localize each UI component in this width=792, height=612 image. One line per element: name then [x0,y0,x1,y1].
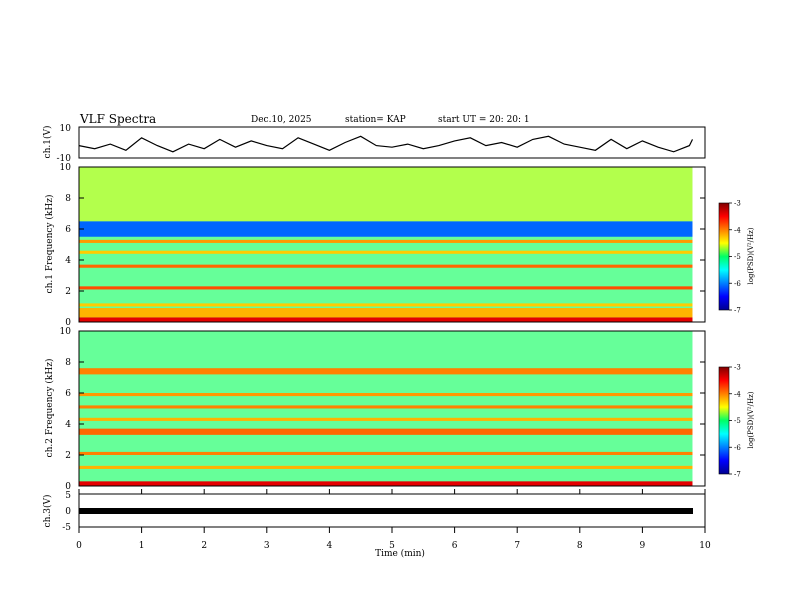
station-label: station= KAP [345,115,406,125]
ch1-spectrogram-band [79,303,693,307]
ch1-spectrogram-ytick-label: 2 [65,287,71,297]
ch2-spectrogram-band [79,405,693,409]
ch2-spectrogram-ylabel: ch.2 Frequency (kHz) [44,359,55,458]
x-tick-label: 6 [452,541,458,551]
ch1-spectrogram-band [79,239,693,243]
x-tick-label: 2 [201,541,207,551]
ch1-spectrogram-ytick-label: 4 [65,256,71,266]
ch1-spectrogram-band [79,317,693,322]
x-tick-label: 1 [139,541,145,551]
ch1-spectrogram-band [79,221,693,237]
x-tick-label: 9 [640,541,646,551]
ch2-spectrogram-band [79,451,693,455]
ch1-voltage-ylabel: ch.1(V) [42,126,53,159]
x-tick-label: 3 [264,541,270,551]
ch2-spectrogram-ytick-label: 8 [65,358,71,368]
start-time-label: start UT = 20: 20: 1 [438,115,530,125]
ch2-spectrogram-ytick-label: 4 [65,420,71,430]
ch2-colorbar: -3 -4 -5 -6 -7 log(PSD)(V²/Hz) [718,364,755,479]
ch1-spectrogram-ytick-label: 6 [65,225,71,235]
ch1-ytick-top: 10 [60,124,72,134]
x-tick-label: 10 [699,541,711,551]
colorbar-tick-label: -7 [734,471,741,479]
ch2-spectrogram-band [79,368,693,375]
colorbar-tick-label: -3 [734,200,741,208]
ch2-colorbar-gradient [718,366,730,475]
ch2-spectrogram-band [79,393,693,397]
date-label: Dec.10, 2025 [251,115,312,125]
colorbar-tick-label: -5 [734,253,741,261]
ch3-signal-line [79,508,693,514]
x-tick-label: 5 [389,541,395,551]
ch2-spectrogram-ytick-label: 0 [65,482,71,492]
ch1-spectrogram-ytick-label: 0 [65,318,71,328]
x-tick-label: 7 [514,541,520,551]
colorbar-tick-label: -6 [734,444,741,452]
ch1-voltage-panel: 10 -10 ch.1(V) [42,124,706,164]
ch1-spectrogram-band [79,264,693,268]
colorbar-tick-label: -6 [734,280,741,288]
ch3-voltage-panel: 5 0 -5 ch.3(V) [42,491,706,533]
ch1-spectrogram-panel: 0 2 4 6 8 10 ch.1 Frequency (kHz) [44,163,706,328]
ch1-colorbar-label: log(PSD)(V²/Hz) [747,227,755,284]
ch1-spectrogram-band [79,286,693,290]
ch1-spectrogram-band [79,308,693,318]
ch1-spectrogram-ytick-label: 10 [60,163,72,173]
ch1-spectrogram-ytick-label: 8 [65,194,71,204]
ch3-ytick-5: 5 [65,491,71,501]
x-tick-label: 4 [327,541,333,551]
ch1-voltage-frame [78,126,706,159]
ch1-spectrogram-band [79,250,693,254]
colorbar-tick-label: -4 [734,226,741,234]
ch2-spectrogram-band [79,428,693,435]
ch1-colorbar: -3 -4 -5 -6 -7 log(PSD)(V²/Hz) [718,200,755,315]
ch1-colorbar-gradient [718,202,730,311]
colorbar-tick-label: -7 [734,307,741,315]
ch3-voltage-ylabel: ch.3(V) [42,495,53,528]
ch2-spectrogram-ytick-label: 6 [65,389,71,399]
ch2-spectrogram-ytick-label: 2 [65,451,71,461]
ch1-spectrogram-band [79,167,693,222]
ch2-spectrogram-band [79,417,693,421]
colorbar-tick-label: -3 [734,364,741,372]
ch3-ytick-neg5: -5 [62,523,71,533]
ch2-spectrogram-panel: 0 2 4 6 8 10 ch.2 Frequency (kHz) [44,327,706,492]
x-tick-label: 0 [76,541,82,551]
ch2-spectrogram-band [79,481,693,486]
ch1-voltage-line [78,135,694,153]
x-tick-label: 8 [577,541,583,551]
ch2-colorbar-label: log(PSD)(V²/Hz) [747,391,755,448]
ch2-spectrogram-ytick-label: 10 [60,327,72,337]
colorbar-tick-label: -4 [734,390,741,398]
ch2-spectrogram-band [79,465,693,469]
ch1-spectrogram-ylabel: ch.1 Frequency (kHz) [44,195,55,294]
colorbar-tick-label: -5 [734,417,741,425]
ch1-ytick-bottom: -10 [57,154,72,164]
ch2-spectrogram-frame [78,330,706,487]
x-axis-label: Time (min) [375,548,425,559]
ch1-spectrogram-frame [78,166,706,323]
figure-title: VLF Spectra [79,112,156,126]
ch3-ytick-0: 0 [65,507,71,517]
